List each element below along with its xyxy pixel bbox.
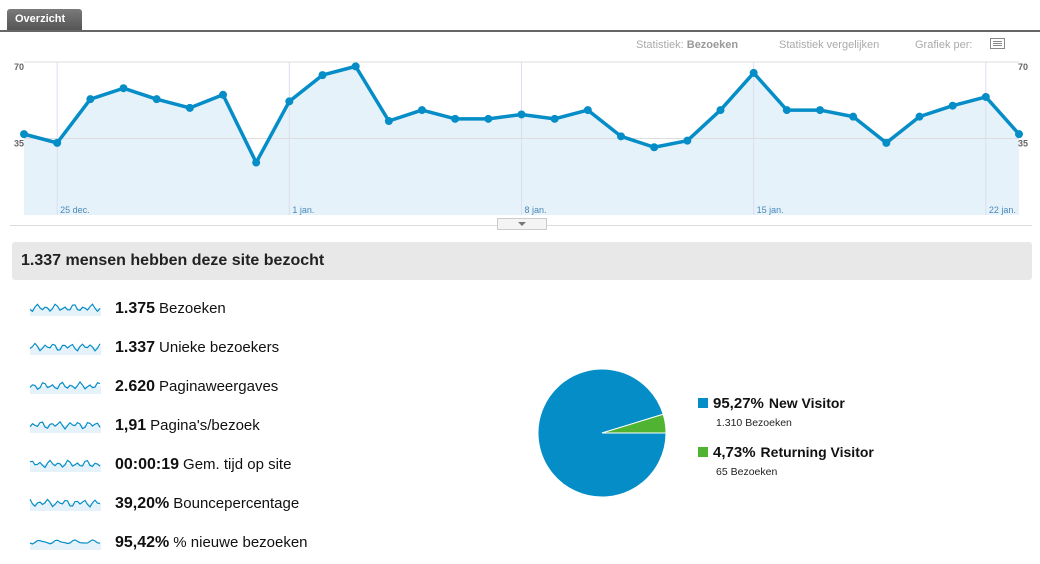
point: [683, 136, 692, 145]
metric-value: 1,91: [115, 417, 147, 434]
metric-label: Bezoeken: [159, 300, 226, 317]
point: [517, 110, 526, 119]
sparkline-bg: [30, 308, 101, 316]
metric-label: Bouncepercentage: [173, 495, 300, 512]
metric: 39,20% Bouncepercentage: [115, 495, 299, 513]
metric-label: % nieuwe bezoeken: [173, 534, 308, 551]
point: [915, 112, 924, 121]
sparkline: [29, 498, 101, 508]
sparkline: [29, 539, 101, 545]
divider: [0, 30, 1040, 32]
point: [86, 95, 95, 104]
legend-label: 95,27% New Visitor: [713, 395, 845, 412]
y-tick-label: 35: [1018, 139, 1028, 149]
point: [583, 106, 592, 115]
legend-detail: 65 Bezoeken: [716, 466, 777, 478]
x-tick-label: 15 jan.: [757, 205, 784, 215]
point: [716, 106, 725, 115]
sparkline-bg: [30, 503, 101, 511]
metric-label: Gem. tijd op site: [183, 456, 292, 473]
legend-detail: 1.310 Bezoeken: [716, 417, 792, 429]
point: [882, 138, 891, 147]
compare-link[interactable]: Statistiek vergelijken: [779, 39, 880, 51]
sparkline-bg: [30, 464, 101, 472]
y-tick-label: 35: [14, 139, 24, 149]
metric-value: 95,42%: [115, 534, 170, 551]
metric-value: 2.620: [115, 378, 156, 395]
point: [119, 84, 128, 93]
x-tick-label: 25 dec.: [60, 205, 90, 215]
point: [53, 138, 62, 147]
metric-value: 39,20%: [115, 495, 170, 512]
sparkline: [29, 381, 101, 390]
x-tick-label: 1 jan.: [292, 205, 314, 215]
graph-by-icon[interactable]: [990, 38, 1006, 50]
pie-slice: [601, 413, 667, 434]
point: [185, 103, 194, 112]
metric-selector[interactable]: Statistiek: Bezoeken: [636, 39, 738, 51]
point: [749, 68, 758, 77]
point: [252, 158, 261, 167]
sparkline-bg: [30, 347, 101, 355]
sparkline-bg: [30, 386, 101, 394]
point: [219, 90, 227, 99]
x-tick-label: 22 jan.: [989, 205, 1016, 215]
point: [849, 112, 858, 121]
y-tick-label: 70: [1018, 62, 1028, 72]
metric-value: Bezoeken: [686, 39, 739, 51]
point: [418, 106, 426, 115]
metric: 2.620 Paginaweergaves: [115, 378, 278, 396]
point: [650, 143, 659, 152]
legend-swatch: [698, 398, 708, 408]
metric-label: Pagina's/bezoek: [150, 417, 260, 434]
sparkline: [29, 459, 101, 469]
legend-swatch: [698, 447, 708, 457]
sparkline-bg: [30, 542, 101, 550]
point: [451, 114, 460, 123]
point: [152, 95, 161, 104]
point: [285, 97, 294, 106]
tab[interactable]: Overzicht: [7, 9, 82, 30]
summary-title: 1.337 mensen hebben deze site bezocht: [12, 242, 1032, 280]
point: [782, 106, 791, 115]
metric: 1.375 Bezoeken: [115, 300, 226, 318]
legend-value: 4,73%: [713, 444, 756, 461]
point: [550, 114, 559, 123]
x-tick-label: 8 jan.: [525, 205, 547, 215]
metric: 1.337 Unieke bezoekers: [115, 339, 279, 357]
legend-label: 4,73% Returning Visitor: [713, 444, 874, 461]
point: [1015, 130, 1023, 139]
collapse-arrow: [518, 222, 526, 226]
point: [351, 62, 360, 71]
metric: 95,42%% nieuwe bezoeken: [115, 534, 308, 552]
point: [816, 106, 824, 115]
point: [384, 117, 393, 126]
legend-name: Returning Visitor: [761, 444, 875, 460]
metric-value: 1.375: [115, 300, 156, 317]
point: [948, 101, 957, 110]
metric-value: 1.337: [115, 339, 156, 356]
metric: 00:00:19 Gem. tijd op site: [115, 456, 291, 474]
metric-label: Unieke bezoekers: [159, 339, 280, 356]
point: [318, 71, 327, 80]
metric-value: 00:00:19: [115, 456, 180, 473]
graph-by: Grafiek per:: [915, 39, 973, 51]
metric: 1,91 Pagina's/bezoek: [115, 417, 260, 435]
sparkline: [29, 420, 101, 430]
point: [981, 92, 990, 101]
y-tick-label: 70: [14, 62, 24, 72]
metric-label: Paginaweergaves: [159, 378, 279, 395]
legend-value: 95,27%: [713, 395, 764, 412]
sparkline: [29, 342, 101, 352]
point: [484, 114, 493, 123]
legend-name: New Visitor: [769, 395, 846, 411]
metric-label: Statistiek:: [636, 39, 684, 51]
point: [20, 130, 28, 139]
sparkline: [29, 303, 101, 313]
point: [617, 132, 625, 141]
